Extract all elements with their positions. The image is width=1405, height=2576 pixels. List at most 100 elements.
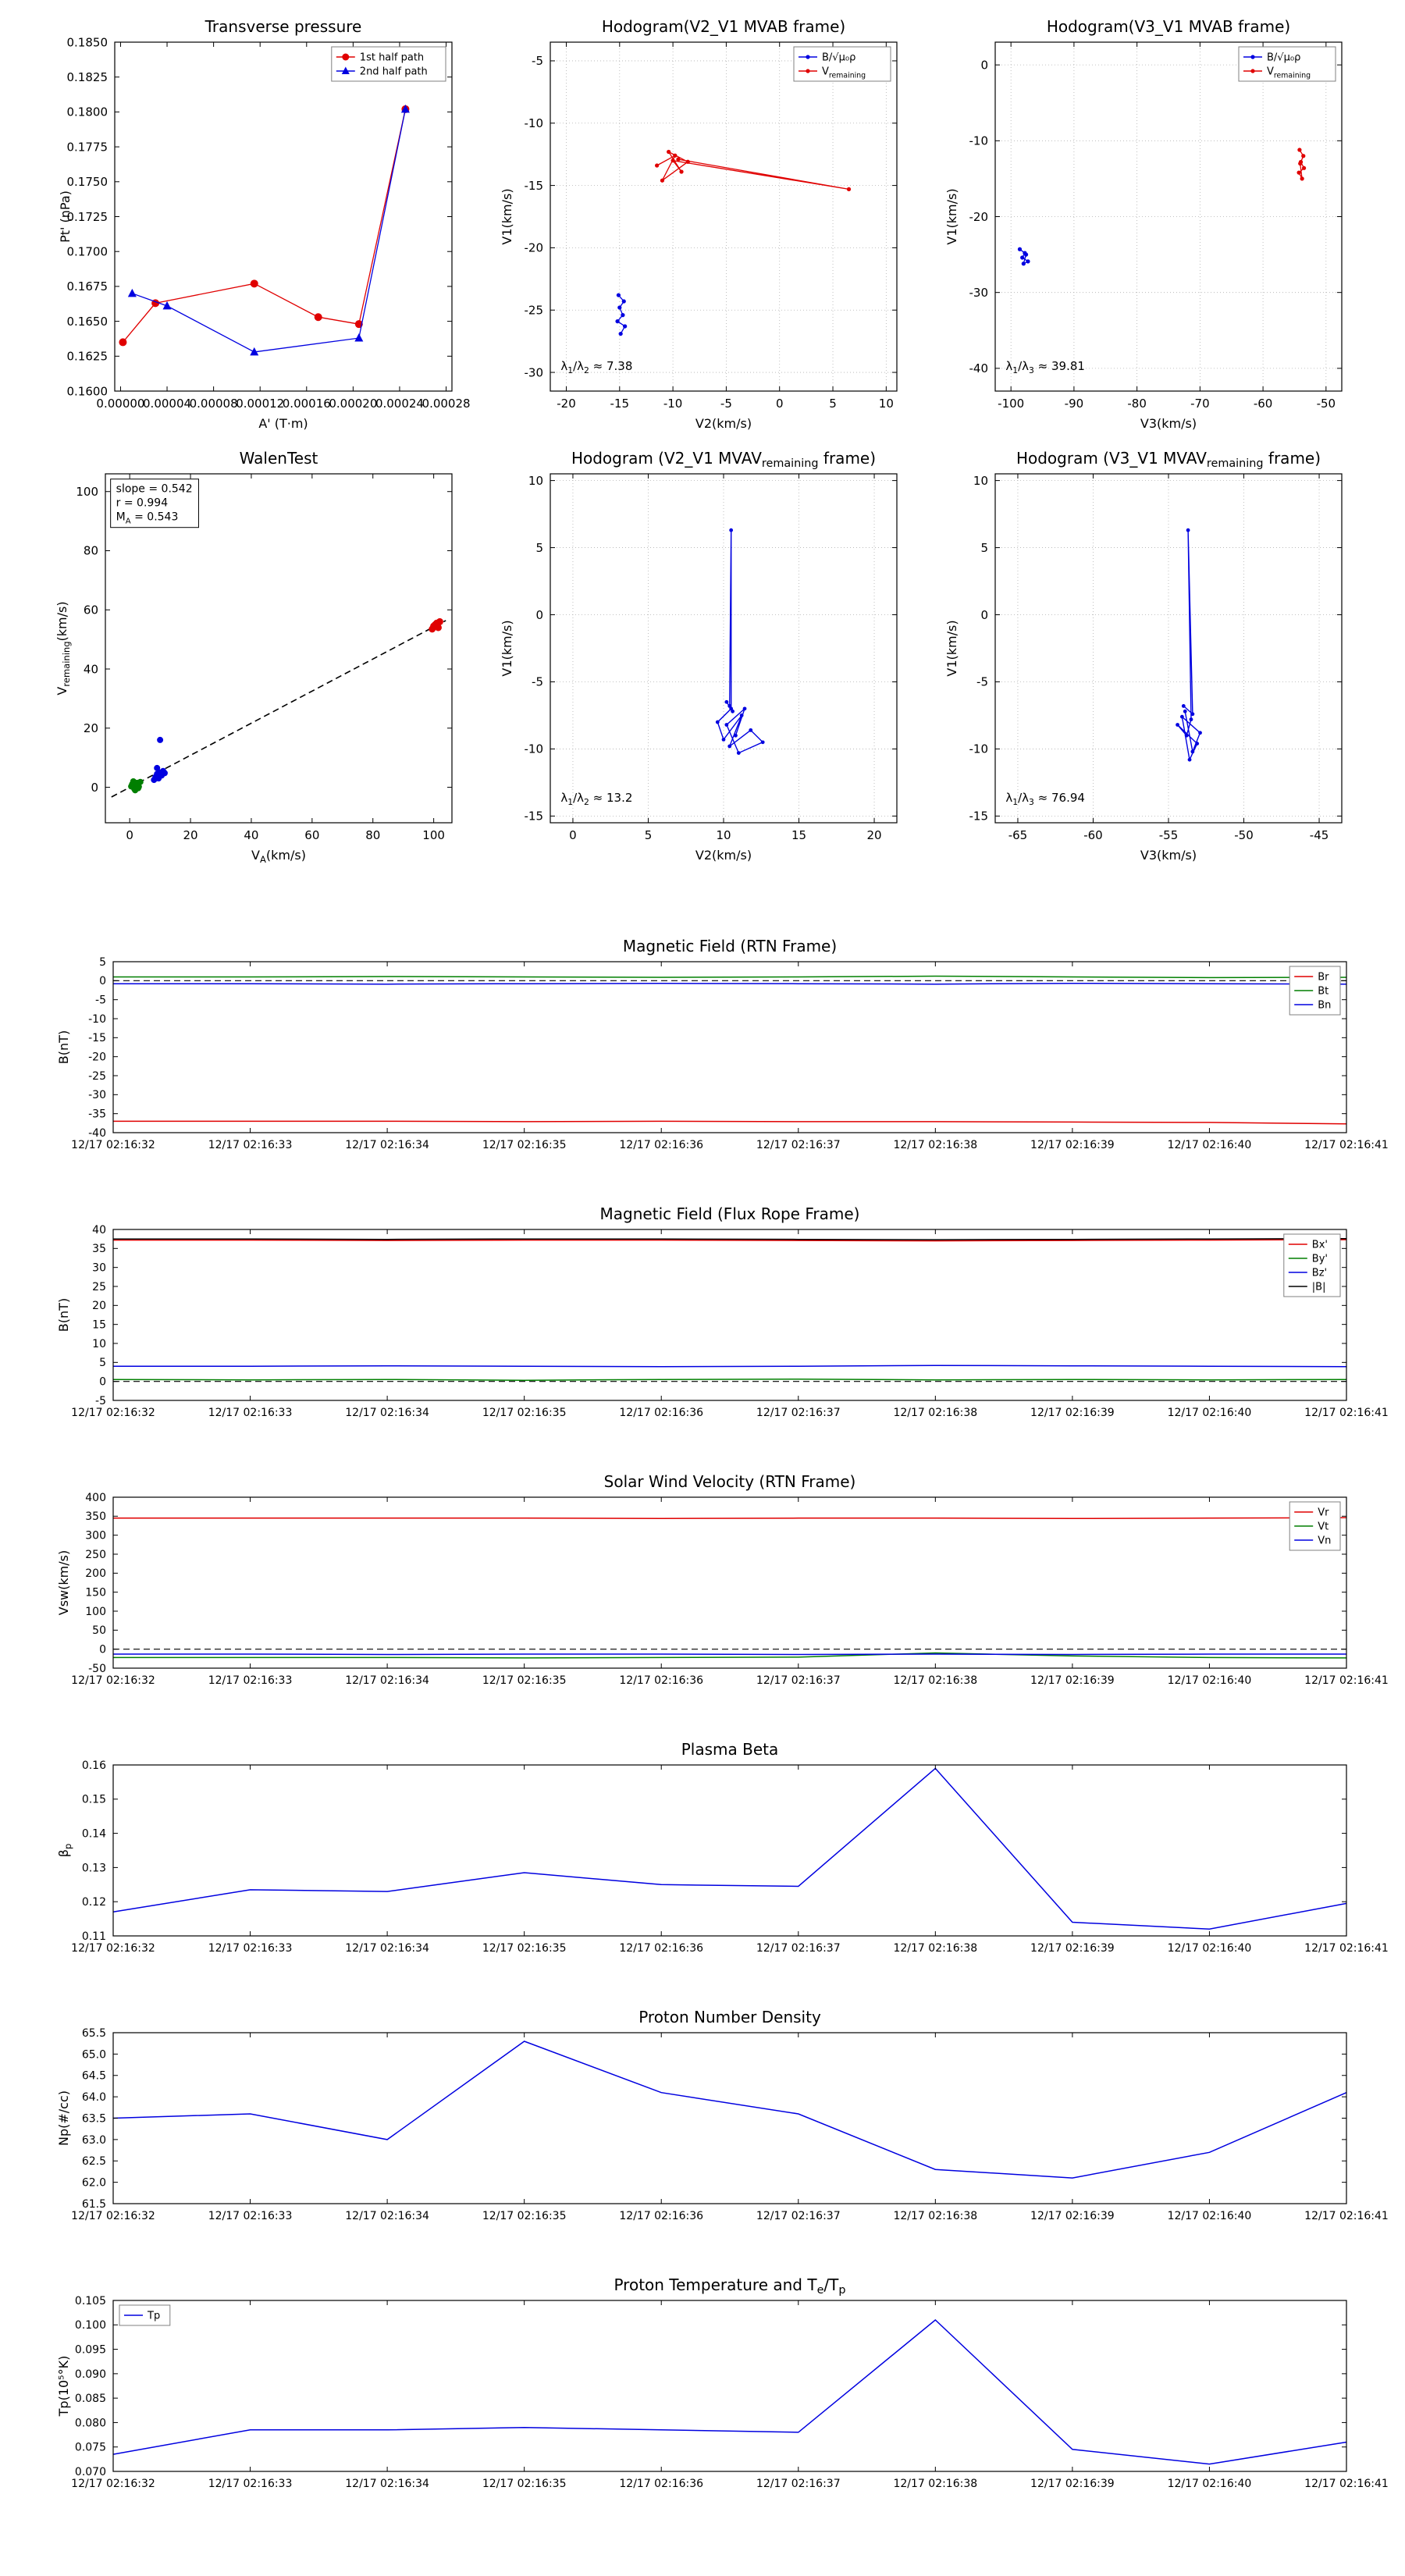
svg-text:-80: -80 [1127, 397, 1147, 411]
svg-text:15: 15 [92, 1319, 106, 1332]
svg-text:25: 25 [92, 1281, 106, 1293]
svg-text:V1(km/s): V1(km/s) [500, 188, 514, 244]
svg-text:12/17 02:16:33: 12/17 02:16:33 [208, 1674, 293, 1687]
svg-text:60: 60 [304, 828, 319, 842]
svg-text:0.100: 0.100 [75, 2319, 106, 2332]
hodogram-v3v1-mvab-chart: -100 -90 -80 -70 -60 -50-40-30-20-100Hodogram… [941, 11, 1354, 436]
svg-text:WalenTest: WalenTest [240, 449, 318, 468]
svg-text:0.14: 0.14 [82, 1828, 106, 1841]
svg-text:20: 20 [92, 1300, 106, 1312]
svg-text:10: 10 [879, 397, 894, 411]
chart-row-2: 020406080100020406080100WalenTestVA​(km/… [0, 443, 1405, 868]
svg-text:62.0: 62.0 [82, 2177, 106, 2190]
svg-text:12/17 02:16:40: 12/17 02:16:40 [1168, 1139, 1252, 1151]
svg-text:12/17 02:16:36: 12/17 02:16:36 [619, 1407, 703, 1419]
svg-text:-55: -55 [1159, 828, 1179, 842]
svg-text:12/17 02:16:41: 12/17 02:16:41 [1304, 1942, 1389, 1955]
svg-text:-20: -20 [88, 1051, 106, 1064]
svg-text:MA​ = 0.543: MA​ = 0.543 [116, 511, 179, 526]
svg-text:12/17 02:16:38: 12/17 02:16:38 [893, 1674, 977, 1687]
svg-text:2nd half path: 2nd half path [360, 66, 428, 78]
svg-text:35: 35 [92, 1243, 106, 1255]
svg-text:12/17 02:16:35: 12/17 02:16:35 [482, 1942, 567, 1955]
svg-text:12/17 02:16:40: 12/17 02:16:40 [1168, 1407, 1252, 1419]
svg-text:slope = 0.542: slope = 0.542 [116, 483, 193, 496]
svg-text:0.095: 0.095 [75, 2343, 106, 2356]
svg-text:-25: -25 [525, 303, 544, 317]
svg-text:0.12: 0.12 [82, 1896, 106, 1909]
svg-text:Pt' (nPa): Pt' (nPa) [58, 190, 73, 243]
svg-text:Tp(10⁵°K): Tp(10⁵°K) [56, 2356, 71, 2418]
svg-text:V1(km/s): V1(km/s) [944, 188, 959, 244]
svg-text:12/17 02:16:34: 12/17 02:16:34 [345, 2478, 429, 2490]
svg-text:-5: -5 [532, 54, 543, 68]
magnetic-field-rtn-panel: 12/17 02:16:32 12/17 02:16:33 12/17 02:16:… [39, 929, 1389, 1167]
hodogram-v2v1-mvav-chart: 0 5 10 15 20 -15 -10 -5 0 5 10 Hodogram (V2_V1 MVAV… [496, 443, 909, 868]
svg-text:12/17 02:16:41: 12/17 02:16:41 [1304, 2478, 1389, 2490]
svg-text:80: 80 [84, 544, 98, 558]
svg-text:12/17 02:16:37: 12/17 02:16:37 [756, 2478, 841, 2490]
svg-text:0.1725: 0.1725 [67, 210, 108, 224]
svg-text:VA​(km/s): VA​(km/s) [251, 848, 306, 865]
svg-text:12/17 02:16:37: 12/17 02:16:37 [756, 1407, 841, 1419]
svg-text:12/17 02:16:36: 12/17 02:16:36 [619, 1674, 703, 1687]
svg-text:12/17 02:16:35: 12/17 02:16:35 [482, 1674, 567, 1687]
svg-text:0.1625: 0.1625 [67, 350, 108, 364]
svg-text:-35: -35 [88, 1108, 106, 1121]
svg-text:20: 20 [84, 721, 98, 735]
svg-text:V2(km/s): V2(km/s) [695, 416, 752, 431]
svg-text:-50: -50 [1234, 828, 1254, 842]
svg-text:Magnetic Field (Flux Rope Fram: Magnetic Field (Flux Rope Frame) [600, 1204, 860, 1223]
svg-text:-25: -25 [88, 1070, 106, 1083]
svg-text:5: 5 [535, 541, 543, 555]
svg-text:12/17 02:16:32: 12/17 02:16:32 [71, 1407, 155, 1419]
svg-text:0.1650: 0.1650 [67, 315, 108, 329]
svg-text:0.1675: 0.1675 [67, 279, 108, 294]
svg-text:50: 50 [92, 1624, 106, 1637]
svg-text:350: 350 [85, 1510, 106, 1523]
chart-row-1: 0.00000 0.00004 0.00008 0.00012 0.00016 0.000… [0, 11, 1405, 436]
svg-text:B(nT): B(nT) [56, 1298, 71, 1332]
svg-text:12/17 02:16:32: 12/17 02:16:32 [71, 1139, 155, 1151]
svg-text:5: 5 [829, 397, 837, 411]
svg-text:12/17 02:16:35: 12/17 02:16:35 [482, 2478, 567, 2490]
svg-text:-30: -30 [525, 365, 544, 379]
svg-text:65.5: 65.5 [82, 2027, 106, 2040]
svg-text:12/17 02:16:33: 12/17 02:16:33 [208, 1139, 293, 1151]
svg-text:By': By' [1312, 1254, 1328, 1265]
svg-text:5: 5 [980, 541, 988, 555]
svg-text:Hodogram(V2_V1 MVAB frame): Hodogram(V2_V1 MVAB frame) [602, 17, 845, 36]
svg-text:12/17 02:16:41: 12/17 02:16:41 [1304, 2210, 1389, 2222]
svg-text:0.1600: 0.1600 [67, 384, 108, 398]
svg-text:1st half path: 1st half path [360, 52, 424, 64]
svg-text:12/17 02:16:39: 12/17 02:16:39 [1030, 2478, 1115, 2490]
svg-text:-15: -15 [88, 1032, 106, 1044]
svg-text:12/17 02:16:39: 12/17 02:16:39 [1030, 1942, 1115, 1955]
svg-text:0.080: 0.080 [75, 2417, 106, 2429]
svg-text:Bx': Bx' [1312, 1240, 1328, 1251]
svg-text:62.5: 62.5 [82, 2155, 106, 2168]
svg-text:5: 5 [645, 828, 653, 842]
svg-text:V1(km/s): V1(km/s) [500, 620, 514, 676]
svg-text:12/17 02:16:40: 12/17 02:16:40 [1168, 2478, 1252, 2490]
svg-text:Vr: Vr [1318, 1507, 1329, 1519]
svg-text:12/17 02:16:35: 12/17 02:16:35 [482, 1139, 567, 1151]
svg-text:0: 0 [99, 1376, 106, 1389]
svg-text:10: 10 [92, 1338, 106, 1350]
svg-text:-10: -10 [969, 134, 989, 148]
svg-text:12/17 02:16:32: 12/17 02:16:32 [71, 1674, 155, 1687]
svg-text:-50: -50 [88, 1663, 106, 1675]
svg-text:60: 60 [84, 603, 98, 617]
svg-text:12/17 02:16:41: 12/17 02:16:41 [1304, 1407, 1389, 1419]
svg-text:250: 250 [85, 1549, 106, 1561]
svg-text:-10: -10 [525, 742, 544, 756]
svg-text:-100: -100 [998, 397, 1024, 411]
svg-text:-5: -5 [95, 994, 106, 1007]
svg-text:-20: -20 [969, 210, 989, 224]
magnetic-field-flux-rope-panel: 12/17 02:16:32 12/17 02:16:33 12/17 02:16:… [39, 1197, 1389, 1435]
svg-text:80: 80 [365, 828, 380, 842]
svg-text:Plasma Beta: Plasma Beta [681, 1740, 779, 1759]
svg-text:12/17 02:16:32: 12/17 02:16:32 [71, 2210, 155, 2222]
svg-text:12/17 02:16:36: 12/17 02:16:36 [619, 2478, 703, 2490]
